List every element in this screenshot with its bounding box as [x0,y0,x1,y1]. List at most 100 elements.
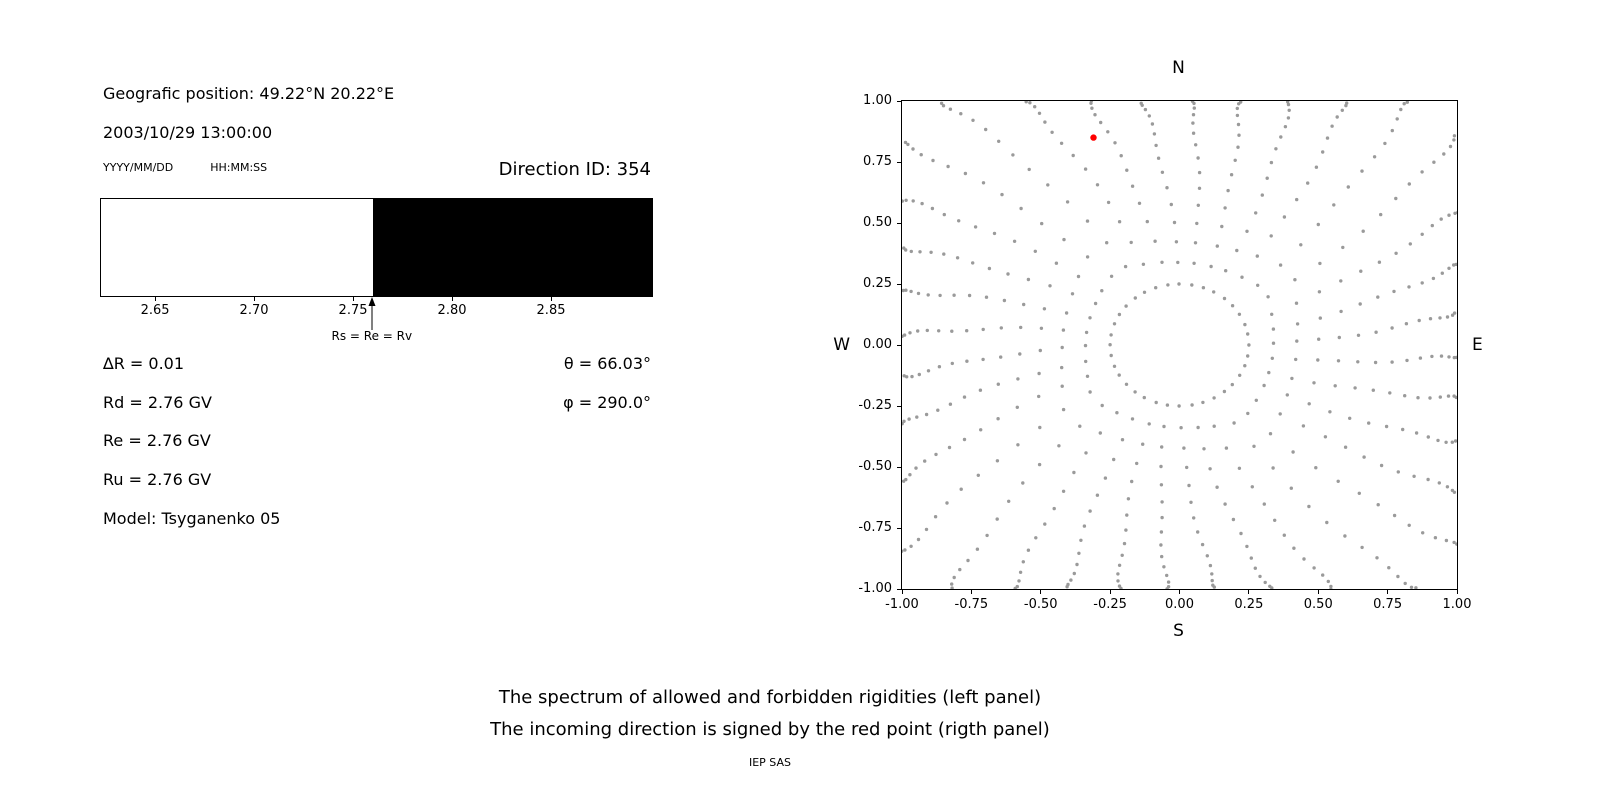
direction-dot [962,395,967,399]
direction-dot [938,293,942,298]
x-tick-label: 1.00 [1442,597,1472,612]
x-tick-label: -1.00 [885,597,919,612]
direction-dot [1222,296,1227,301]
direction-dot [923,459,927,463]
direction-dot [1165,186,1169,190]
direction-dot [1079,538,1083,542]
x-tick-label: 0.00 [1165,597,1194,612]
direction-dot [1390,360,1394,364]
direction-dot [1318,261,1322,266]
direction-dot [1323,435,1328,439]
direction-dot [1147,114,1151,118]
direction-dot [1326,579,1330,584]
direction-dot [1196,425,1200,430]
direction-dot [1325,520,1329,525]
direction-dot [963,171,968,176]
spectrum-tick-mark [551,297,553,301]
direction-dot [1388,391,1392,395]
direction-dot [1190,283,1194,287]
x-tick-mark [1248,590,1250,594]
direction-dot [1438,316,1442,320]
direction-dot [1197,170,1202,175]
direction-dot [1022,302,1026,307]
spectrum-tick-label: 2.65 [140,303,170,318]
direction-dot [1109,353,1113,358]
direction-dot [1197,186,1202,190]
direction-dot [1002,298,1007,303]
x-tick-label: -0.75 [954,597,989,612]
direction-dot [920,201,924,206]
direction-dot [1447,213,1451,217]
parameter-row: Re = 2.76 GV [103,431,211,451]
direction-dot [1095,493,1100,497]
direction-dot [948,107,953,111]
direction-dot [995,517,999,521]
direction-dot [1033,105,1037,109]
direction-dot [1019,325,1023,330]
direction-dot [975,547,980,551]
direction-dot [1362,455,1366,459]
direction-dot [1230,304,1235,308]
direction-dot [1317,290,1322,294]
direction-dot [1172,220,1177,225]
direction-dot [1371,388,1375,392]
y-tick-mark [897,283,901,285]
direction-dot [952,575,956,580]
direction-dot [1432,160,1436,164]
direction-dot [1208,467,1212,471]
direction-dot [1076,274,1081,279]
spectrum-tick-mark [353,297,355,301]
direction-dot [1026,548,1031,552]
direction-dot [1006,272,1010,276]
direction-dot [926,293,930,297]
direction-dot [1212,290,1216,294]
direction-dot [1436,438,1440,443]
direction-dot [1252,444,1256,448]
direction-dot [1278,263,1283,267]
direction-dot [1088,390,1092,394]
direction-dot [902,374,906,378]
y-tick-mark [897,405,901,407]
direction-dot [1037,371,1041,376]
direction-dot [1154,400,1158,405]
direction-dot [1100,289,1104,293]
credit-label: IEP SAS [748,756,792,769]
direction-dot [1142,290,1147,294]
direction-dot [1119,154,1123,158]
direction-dot [1124,304,1128,308]
direction-plot: 1.00 0.75 0.50 0.25 0.00 -0.25 -0.50 -0.75 -1.00… [858,93,1471,612]
direction-dot [1028,101,1032,105]
direction-dot [1452,540,1456,545]
direction-dot [936,408,940,412]
direction-dot [1426,435,1430,439]
direction-dot [1237,133,1241,137]
direction-dot [1147,422,1151,426]
direction-dot [1133,296,1137,300]
x-tick-mark [1387,590,1389,594]
direction-dot [1027,167,1031,172]
direction-dot [1238,373,1242,377]
direction-dot [1283,125,1288,129]
direction-dot [1439,217,1443,221]
direction-dot [1356,333,1361,337]
direction-dot [1287,108,1291,112]
direction-dot [1249,556,1253,560]
direction-dot [909,289,913,294]
direction-dot [1321,150,1325,154]
direction-dot [1195,221,1199,226]
direction-dot [1145,219,1149,224]
direction-dot [1166,283,1170,287]
direction-dot [1075,562,1079,567]
date-format-hint: YYYY/MM/DD [103,161,174,174]
direction-dot [1048,284,1052,288]
direction-dot [1187,483,1191,488]
direction-dot [1069,578,1073,582]
direction-dot [976,473,980,477]
direction-dot [1123,264,1128,269]
direction-dot [1223,206,1227,210]
direction-dot [1235,248,1239,253]
direction-dot [934,452,938,457]
direction-dot [1103,476,1108,480]
direction-dot [1286,116,1291,120]
direction-dot [1265,176,1269,180]
